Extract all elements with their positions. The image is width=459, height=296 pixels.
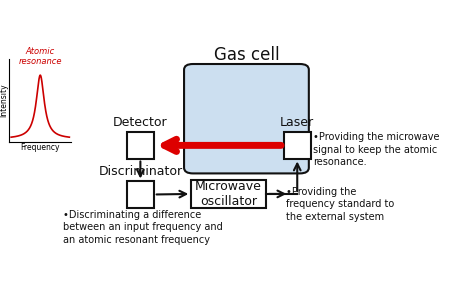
X-axis label: Frequency: Frequency bbox=[21, 144, 60, 152]
Bar bbox=[127, 132, 153, 159]
Text: Discriminator: Discriminator bbox=[98, 165, 182, 178]
FancyBboxPatch shape bbox=[184, 64, 308, 173]
Text: Microwave
oscillator: Microwave oscillator bbox=[195, 180, 262, 208]
Bar bbox=[283, 132, 310, 159]
Text: •Providing the
frequency standard to
the external system: •Providing the frequency standard to the… bbox=[285, 187, 393, 222]
Text: Atomic
resonance: Atomic resonance bbox=[18, 47, 62, 66]
Text: Laser: Laser bbox=[280, 116, 313, 129]
Bar bbox=[127, 181, 153, 207]
Text: •Discriminating a difference
between an input frequency and
an atomic resonant f: •Discriminating a difference between an … bbox=[63, 210, 222, 245]
Text: Gas cell: Gas cell bbox=[213, 46, 279, 64]
Bar bbox=[191, 180, 265, 207]
Text: Detector: Detector bbox=[113, 116, 168, 129]
Y-axis label: Intensity: Intensity bbox=[0, 84, 8, 118]
Text: •Providing the microwave
signal to keep the atomic
resonance.: •Providing the microwave signal to keep … bbox=[313, 132, 439, 167]
